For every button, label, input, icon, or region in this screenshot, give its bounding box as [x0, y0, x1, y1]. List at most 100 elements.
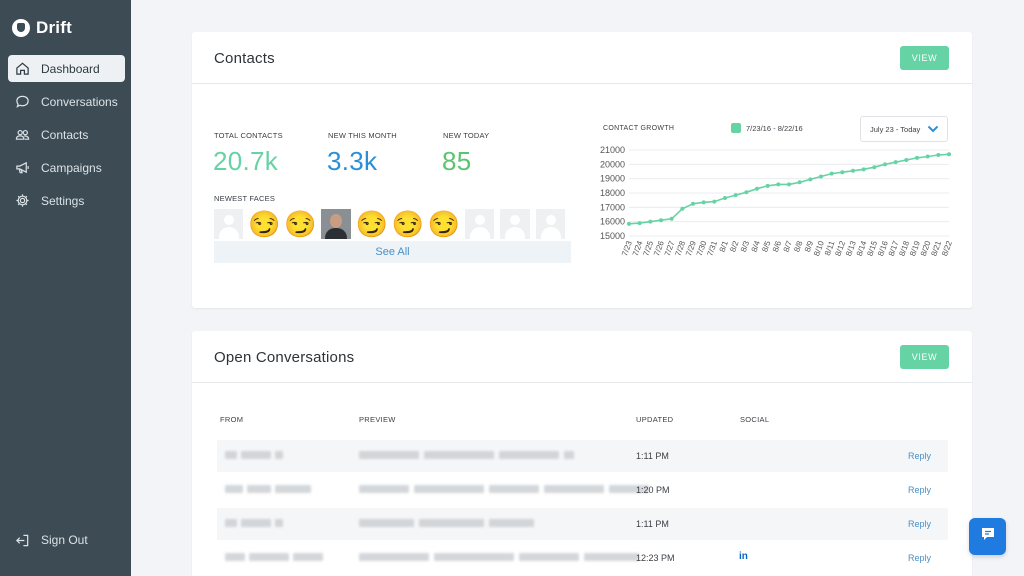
data-point — [744, 190, 749, 195]
reply-link[interactable]: Reply — [907, 519, 931, 529]
app-name: Drift — [36, 18, 72, 37]
y-tick-label: 15000 — [600, 231, 625, 241]
column-header-preview: PREVIEW — [359, 415, 396, 424]
reply-link[interactable]: Reply — [907, 553, 931, 563]
updated-cell: 1:20 PM — [636, 485, 670, 495]
sidebar-nav: Dashboard Conversations Contacts Campaig… — [8, 55, 125, 220]
y-tick-label: 16000 — [600, 217, 625, 227]
table-row[interactable]: 1:11 PM Reply — [217, 508, 948, 540]
data-point — [808, 177, 813, 182]
data-point — [851, 168, 855, 173]
default-avatar[interactable] — [214, 209, 244, 239]
default-avatar[interactable] — [464, 209, 495, 239]
smirk-emoji-avatar[interactable]: 😏 — [391, 209, 424, 239]
x-tick-label: 8/22 — [940, 239, 954, 257]
table-row[interactable]: 12:23 PM in Reply — [217, 542, 948, 574]
home-icon — [14, 61, 30, 77]
sidebar-item-label: Dashboard — [41, 61, 100, 76]
see-all-link[interactable]: See All — [214, 241, 571, 263]
photo-avatar[interactable] — [321, 209, 351, 239]
x-tick-label: 8/1 — [718, 239, 730, 253]
data-point — [904, 158, 909, 163]
data-point — [915, 155, 919, 160]
new-this-month-label: NEW THIS MONTH — [328, 131, 397, 140]
data-point — [797, 180, 802, 185]
sidebar-item-label: Conversations — [41, 94, 118, 109]
chat-widget-button[interactable] — [969, 518, 1006, 555]
megaphone-icon — [14, 160, 30, 176]
data-point — [701, 200, 706, 205]
preview-cell-redacted — [359, 553, 639, 561]
sidebar-item-label: Contacts — [41, 127, 89, 142]
from-cell-redacted — [225, 519, 283, 527]
y-tick-label: 21000 — [600, 145, 625, 155]
linkedin-icon[interactable]: in — [739, 551, 748, 562]
smirk-emoji-avatar[interactable]: 😏 — [427, 209, 460, 239]
new-today-value: 85 — [442, 146, 472, 176]
x-tick-label: 8/5 — [760, 239, 772, 253]
data-point — [893, 160, 898, 165]
data-point — [755, 186, 759, 191]
legend-swatch — [731, 123, 741, 133]
from-cell-redacted — [225, 451, 283, 459]
updated-cell: 1:11 PM — [636, 451, 669, 461]
data-point — [787, 182, 791, 187]
conversations-card-header: Open Conversations VIEW — [192, 331, 972, 383]
people-icon — [14, 127, 30, 143]
sidebar-item-label: Campaigns — [41, 160, 102, 175]
conversations-title: Open Conversations — [214, 349, 355, 366]
face-row: 😏 😏 😏 😏 😏 — [214, 209, 571, 241]
x-tick-label: 8/9 — [803, 239, 815, 253]
data-point — [829, 171, 834, 176]
chart-legend: 7/23/16 - 8/22/16 — [731, 123, 803, 133]
conversations-view-button[interactable]: VIEW — [900, 345, 949, 369]
total-contacts-label: TOTAL CONTACTS — [214, 131, 283, 140]
contacts-card: Contacts VIEW TOTAL CONTACTS 20.7k NEW T… — [192, 32, 972, 308]
updated-cell: 1:11 PM — [636, 519, 669, 529]
data-point — [627, 221, 631, 226]
legend-label: 7/23/16 - 8/22/16 — [746, 123, 803, 133]
new-today-label: NEW TODAY — [443, 131, 490, 140]
data-point — [680, 206, 685, 211]
data-point — [691, 201, 695, 206]
default-avatar[interactable] — [535, 209, 566, 239]
sidebar: Drift Dashboard Conversations Contacts C… — [0, 0, 131, 576]
x-tick-label: 8/7 — [782, 239, 794, 253]
sidebar-item-conversations[interactable]: Conversations — [8, 88, 125, 115]
drift-logo[interactable]: Drift — [12, 18, 72, 38]
table-row[interactable]: 1:11 PM Reply — [217, 440, 948, 472]
sidebar-item-contacts[interactable]: Contacts — [8, 121, 125, 148]
reply-link[interactable]: Reply — [907, 451, 931, 461]
smirk-emoji-avatar[interactable]: 😏 — [355, 209, 388, 239]
column-header-from: FROM — [220, 415, 244, 424]
date-range-select[interactable]: July 23 - Today — [860, 116, 948, 142]
sidebar-item-campaigns[interactable]: Campaigns — [8, 154, 125, 181]
contacts-view-button[interactable]: VIEW — [900, 46, 949, 70]
reply-link[interactable]: Reply — [907, 485, 931, 495]
smirk-emoji-avatar[interactable]: 😏 — [284, 209, 317, 239]
table-row[interactable]: 1:20 PM Reply — [217, 474, 948, 506]
date-range-value: July 23 - Today — [870, 124, 921, 134]
data-point — [819, 174, 823, 179]
data-point — [840, 170, 845, 175]
from-cell-redacted — [225, 485, 311, 493]
sign-out-label: Sign Out — [41, 533, 88, 547]
column-header-social: SOCIAL — [740, 415, 770, 424]
smirk-emoji-avatar[interactable]: 😏 — [248, 209, 281, 239]
column-header-updated: UPDATED — [636, 415, 674, 424]
data-point — [723, 196, 727, 201]
x-tick-label: 8/2 — [728, 239, 740, 253]
newest-faces: 😏 😏 😏 😏 😏 See All — [214, 209, 571, 265]
sign-out-button[interactable]: Sign Out — [14, 532, 88, 548]
data-point — [648, 219, 653, 224]
data-point — [936, 153, 941, 158]
default-avatar[interactable] — [500, 209, 530, 239]
sidebar-item-dashboard[interactable]: Dashboard — [8, 55, 125, 82]
new-this-month-value: 3.3k — [327, 146, 378, 176]
sidebar-item-label: Settings — [41, 193, 85, 208]
sidebar-item-settings[interactable]: Settings — [8, 187, 125, 214]
y-tick-label: 17000 — [600, 202, 625, 212]
data-point — [776, 182, 781, 187]
sign-out-icon — [14, 532, 30, 548]
data-point — [733, 193, 738, 198]
